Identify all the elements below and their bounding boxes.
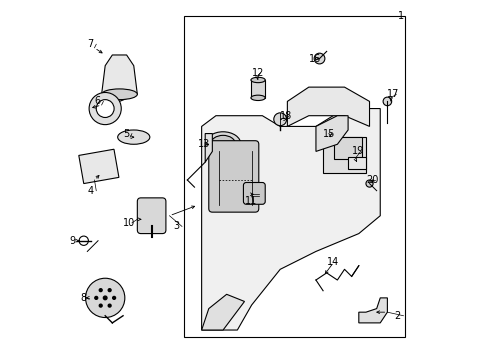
Text: 14: 14 <box>326 257 338 267</box>
Text: 8: 8 <box>80 293 86 303</box>
Text: 6: 6 <box>94 96 101 107</box>
Circle shape <box>108 289 111 292</box>
Text: 16: 16 <box>308 54 321 64</box>
Polygon shape <box>358 298 386 323</box>
Polygon shape <box>287 87 369 126</box>
Circle shape <box>99 304 102 307</box>
Text: 13: 13 <box>198 139 210 149</box>
Ellipse shape <box>205 132 241 157</box>
Ellipse shape <box>210 135 235 153</box>
Circle shape <box>273 113 286 126</box>
Circle shape <box>89 93 121 125</box>
Circle shape <box>95 296 98 299</box>
Bar <box>79 149 119 184</box>
Text: 15: 15 <box>323 129 335 139</box>
Text: 11: 11 <box>244 197 256 206</box>
Bar <box>347 157 365 169</box>
Polygon shape <box>315 116 347 152</box>
Text: 3: 3 <box>173 221 179 231</box>
Circle shape <box>85 278 124 318</box>
Text: 9: 9 <box>69 236 76 246</box>
Ellipse shape <box>118 130 149 144</box>
Text: 10: 10 <box>123 218 135 228</box>
Text: 12: 12 <box>251 68 264 78</box>
Circle shape <box>99 289 102 292</box>
Polygon shape <box>205 134 212 162</box>
Circle shape <box>365 180 372 187</box>
Text: 17: 17 <box>386 89 399 99</box>
Circle shape <box>313 53 324 64</box>
Circle shape <box>382 97 391 106</box>
Text: 7: 7 <box>87 39 93 49</box>
Text: 2: 2 <box>394 311 400 321</box>
Circle shape <box>96 100 114 117</box>
Polygon shape <box>102 55 137 102</box>
Circle shape <box>103 296 107 300</box>
Bar <box>250 80 264 98</box>
Circle shape <box>79 236 88 246</box>
Bar <box>333 137 362 158</box>
Text: 4: 4 <box>87 186 93 196</box>
Ellipse shape <box>250 95 264 100</box>
Text: 20: 20 <box>365 175 378 185</box>
Polygon shape <box>201 109 380 330</box>
Circle shape <box>108 304 111 307</box>
Text: 1: 1 <box>397 11 404 21</box>
Text: 19: 19 <box>351 147 363 157</box>
Ellipse shape <box>102 89 137 100</box>
FancyBboxPatch shape <box>243 183 264 204</box>
Ellipse shape <box>250 77 264 83</box>
FancyBboxPatch shape <box>137 198 165 234</box>
Polygon shape <box>201 294 244 330</box>
Bar <box>183 16 405 337</box>
Circle shape <box>112 296 115 299</box>
Text: 18: 18 <box>280 111 292 121</box>
FancyBboxPatch shape <box>208 141 258 212</box>
Text: 5: 5 <box>123 129 129 139</box>
Bar <box>323 137 365 173</box>
